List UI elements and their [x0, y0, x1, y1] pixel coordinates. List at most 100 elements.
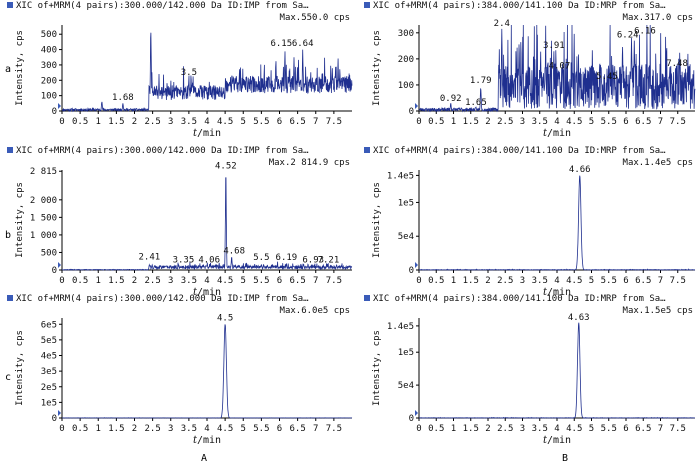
- x-tick-label: 6.5: [289, 276, 305, 286]
- y-tick-label: 1e5: [41, 398, 57, 408]
- x-tick-label: 0.5: [428, 276, 444, 286]
- x-tick-label: 4: [554, 276, 559, 286]
- x-tick-label: 3: [520, 424, 525, 434]
- x-tick-label: 7: [313, 276, 318, 286]
- chromatogram-trace: [418, 24, 696, 113]
- origin-marker-icon: [58, 103, 61, 109]
- x-tick-label: 0.5: [428, 117, 444, 127]
- peak-annotation: 1.68: [112, 93, 134, 103]
- x-tick-label: 4.5: [217, 424, 233, 434]
- x-tick-label: 4: [554, 117, 559, 127]
- x-tick-label: 0.5: [72, 276, 88, 286]
- chart-panel-Bb: XIC of+MRM(4 pairs):384.000/141.100 Da I…: [364, 146, 696, 298]
- x-tick-label: 0.5: [72, 117, 88, 127]
- legend-square: [7, 2, 13, 8]
- chromatogram-trace: [61, 177, 353, 271]
- max-label: Max.317.0 cps: [623, 13, 693, 23]
- peak-annotation: 4.06: [198, 256, 220, 266]
- peak-annotation: 1.79: [470, 76, 492, 86]
- y-tick-label: 0: [52, 266, 57, 276]
- peak-annotation: 6.19: [276, 253, 298, 263]
- y-tick-label: 500: [41, 248, 57, 258]
- y-axis-label: Intensity, cps: [15, 182, 25, 258]
- x-tick-label: 5.5: [601, 117, 617, 127]
- x-tick-label: 7.5: [670, 276, 686, 286]
- x-tick-label: 3.5: [532, 424, 548, 434]
- y-tick-label: 1.4e5: [387, 171, 414, 181]
- max-label: Max.6.0e5 cps: [280, 306, 350, 316]
- peak-annotation: 2.41: [139, 253, 161, 263]
- x-tick-label: 2: [132, 424, 137, 434]
- x-tick-label: 0.5: [72, 424, 88, 434]
- x-tick-label: 7: [313, 117, 318, 127]
- x-tick-label: 1.5: [463, 276, 479, 286]
- x-tick-label: 2: [485, 117, 490, 127]
- y-tick-label: 2e5: [41, 383, 57, 393]
- x-tick-label: 1.5: [108, 276, 124, 286]
- x-tick-label: 6.5: [635, 117, 651, 127]
- legend-square: [364, 147, 370, 153]
- x-tick-label: 3.5: [181, 117, 197, 127]
- x-tick-label: 4: [204, 117, 209, 127]
- x-tick-label: 1.5: [108, 424, 124, 434]
- row-label-b: b: [5, 230, 11, 241]
- x-tick-label: 1.5: [108, 117, 124, 127]
- x-axis-label: t/min: [543, 128, 571, 139]
- x-tick-label: 3.5: [532, 276, 548, 286]
- peak-annotation: 6.24: [617, 30, 639, 40]
- x-tick-label: 5.5: [601, 424, 617, 434]
- y-tick-label: 0: [409, 266, 414, 276]
- chart-title: XIC of+MRM(4 pairs):384.000/141.100 Da I…: [373, 1, 666, 11]
- y-tick-label: 300: [41, 61, 57, 71]
- row-label-c: c: [5, 372, 11, 383]
- x-tick-label: 3.5: [181, 424, 197, 434]
- x-tick-label: 3.5: [181, 276, 197, 286]
- peak-annotation: 1.65: [465, 98, 487, 108]
- max-label: Max.1.4e5 cps: [623, 158, 693, 168]
- origin-marker-icon: [415, 262, 418, 268]
- x-axis-label: t/min: [193, 287, 221, 298]
- y-tick-label: 2 000: [30, 196, 57, 206]
- origin-marker-icon: [415, 103, 418, 109]
- x-tick-label: 4.5: [566, 424, 582, 434]
- x-tick-label: 2: [485, 424, 490, 434]
- row-label-a: a: [5, 64, 11, 75]
- x-tick-label: 6: [277, 117, 282, 127]
- x-tick-label: 2.5: [497, 276, 513, 286]
- column-label-A: A: [201, 453, 207, 464]
- peak-annotation: 2.4: [494, 19, 510, 29]
- y-tick-label: 3e5: [41, 367, 57, 377]
- x-tick-label: 4.5: [566, 117, 582, 127]
- x-tick-label: 7: [313, 424, 318, 434]
- x-tick-label: 7.5: [326, 276, 342, 286]
- origin-marker-icon: [58, 262, 61, 268]
- peak-annotation: 6.15: [270, 39, 292, 49]
- max-label: Max.2 814.9 cps: [269, 158, 350, 168]
- x-tick-label: 5.5: [253, 117, 269, 127]
- chart-panel-Aa: XIC of+MRM(4 pairs):300.000/142.000 Da I…: [7, 1, 353, 139]
- x-tick-label: 2.5: [497, 424, 513, 434]
- x-tick-label: 6.5: [635, 276, 651, 286]
- peak-annotation: 3.91: [543, 41, 565, 51]
- x-tick-label: 1.5: [463, 424, 479, 434]
- y-axis-label: Intensity, cps: [372, 330, 382, 406]
- x-tick-label: 7: [658, 424, 663, 434]
- chart-panel-Ac: XIC of+MRM(4 pairs):300.000/142.000 Da I…: [7, 294, 353, 446]
- y-tick-label: 0: [409, 107, 414, 117]
- peak-annotation: 4.52: [215, 162, 237, 172]
- x-tick-label: 7.5: [670, 424, 686, 434]
- chart-title: XIC of+MRM(4 pairs):384.000/141.100 Da I…: [373, 146, 666, 156]
- x-tick-label: 3: [168, 276, 173, 286]
- x-tick-label: 5: [589, 424, 594, 434]
- chart-panel-Ab: XIC of+MRM(4 pairs):300.000/142.000 Da I…: [7, 146, 353, 298]
- peak-annotation: 4.66: [569, 165, 591, 175]
- x-tick-label: 5.5: [253, 276, 269, 286]
- x-tick-label: 7.5: [326, 424, 342, 434]
- x-tick-label: 0: [59, 117, 64, 127]
- legend-square: [364, 295, 370, 301]
- x-tick-label: 6.5: [289, 117, 305, 127]
- x-tick-label: 5: [589, 117, 594, 127]
- x-tick-label: 2.5: [144, 117, 160, 127]
- chart-title: XIC of+MRM(4 pairs):300.000/142.000 Da I…: [16, 146, 309, 156]
- column-label-B: B: [562, 453, 568, 464]
